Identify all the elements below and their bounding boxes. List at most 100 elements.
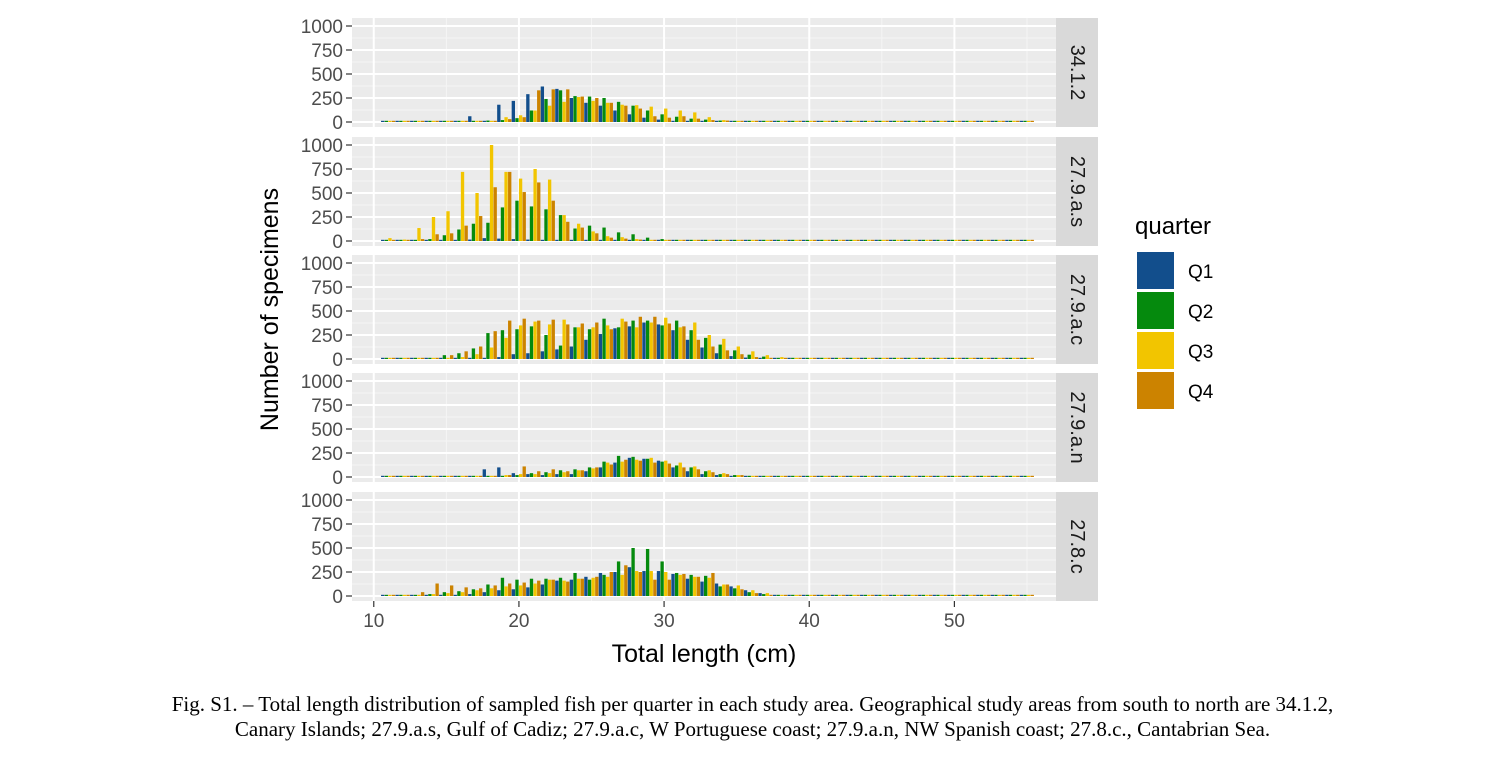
bar-q2 xyxy=(704,337,708,359)
bar-q1 xyxy=(642,239,646,241)
facet-strip xyxy=(1056,18,1098,127)
bar-q2 xyxy=(631,105,635,122)
bar-q1 xyxy=(453,357,457,359)
bar-q4 xyxy=(580,323,584,359)
bar-q3 xyxy=(838,239,842,241)
bar-q1 xyxy=(497,238,501,241)
bar-q3 xyxy=(896,594,900,596)
bar-q4 xyxy=(1016,239,1020,241)
bar-q4 xyxy=(595,233,599,241)
panel-27-9-a-s: 0 250 500 750 1000 27.9.a.s xyxy=(301,136,1098,253)
bar-q1 xyxy=(642,322,646,359)
bar-q2 xyxy=(616,455,621,477)
bar-q3 xyxy=(417,357,421,359)
bar-q2 xyxy=(704,119,708,122)
bar-q2 xyxy=(413,239,418,241)
bar-q4 xyxy=(987,120,991,122)
bar-q3 xyxy=(693,239,697,241)
legend-key-q3 xyxy=(1137,332,1174,369)
legend-label-q4: Q4 xyxy=(1188,382,1214,403)
bar-q1 xyxy=(932,594,936,596)
bar-q3 xyxy=(591,100,595,122)
bar-q3 xyxy=(925,475,929,477)
bar-q3 xyxy=(910,594,915,596)
bar-q3 xyxy=(475,120,479,122)
bar-q4 xyxy=(928,475,933,477)
bar-q2 xyxy=(994,120,998,122)
bar-q1 xyxy=(903,239,907,241)
bar-q2 xyxy=(529,110,534,122)
bar-q1 xyxy=(700,347,704,359)
bar-q2 xyxy=(674,465,679,477)
bar-q2 xyxy=(645,320,650,359)
bar-q2 xyxy=(892,120,897,122)
bar-q2 xyxy=(500,207,505,241)
bar-q2 xyxy=(936,120,940,122)
bar-q3 xyxy=(504,475,508,477)
bar-q3 xyxy=(954,357,958,359)
bar-q2 xyxy=(660,325,664,359)
bar-q2 xyxy=(442,592,447,596)
bar-q1 xyxy=(410,475,414,477)
bar-q4 xyxy=(958,475,962,477)
bar-q3 xyxy=(823,120,828,122)
bar-q2 xyxy=(616,561,621,596)
bar-q1 xyxy=(381,475,385,477)
bar-q4 xyxy=(696,239,701,241)
bar-q1 xyxy=(511,239,515,241)
bar-q4 xyxy=(493,120,497,122)
bar-q2 xyxy=(384,594,388,596)
bar-q2 xyxy=(573,572,577,596)
bar-q2 xyxy=(921,239,926,241)
bar-q4 xyxy=(653,462,657,477)
bar-q1 xyxy=(990,239,995,241)
bar-q3 xyxy=(780,594,784,596)
bar-q2 xyxy=(529,473,534,477)
bar-q3 xyxy=(722,473,726,477)
bar-q2 xyxy=(733,588,737,596)
bar-q2 xyxy=(950,357,955,359)
bar-q2 xyxy=(936,357,940,359)
bar-q1 xyxy=(613,239,617,241)
bar-q3 xyxy=(925,594,929,596)
bar-q1 xyxy=(453,120,457,122)
bar-q3 xyxy=(780,475,784,477)
bar-q4 xyxy=(798,120,802,122)
bar-q1 xyxy=(381,594,385,596)
bar-q3 xyxy=(620,318,624,359)
bar-q3 xyxy=(576,470,581,477)
bar-q1 xyxy=(671,467,675,477)
bar-q3 xyxy=(1012,594,1016,596)
bar-q4 xyxy=(551,579,555,596)
bar-q1 xyxy=(976,120,980,122)
bar-q1 xyxy=(511,354,515,359)
x-tick-label: 40 xyxy=(799,611,820,632)
bar-q1 xyxy=(801,475,806,477)
bar-q3 xyxy=(388,475,392,477)
bar-q3 xyxy=(722,338,726,359)
bar-q1 xyxy=(889,594,893,596)
bar-q3 xyxy=(809,594,813,596)
bar-q1 xyxy=(410,594,414,596)
bar-q2 xyxy=(1023,239,1027,241)
x-tick-label: 10 xyxy=(363,611,384,632)
bar-q1 xyxy=(990,475,995,477)
bar-q3 xyxy=(606,576,610,596)
bar-q4 xyxy=(1016,357,1020,359)
bar-q2 xyxy=(994,239,998,241)
bar-q3 xyxy=(939,239,944,241)
bar-q3 xyxy=(736,120,740,122)
bar-q2 xyxy=(573,469,577,477)
bar-q1 xyxy=(656,460,661,477)
bar-q2 xyxy=(1023,475,1027,477)
bar-q2 xyxy=(602,318,606,359)
bar-q3 xyxy=(417,594,421,596)
bar-q2 xyxy=(791,239,795,241)
bar-q4 xyxy=(551,200,555,241)
bar-q4 xyxy=(1030,239,1034,241)
bar-q2 xyxy=(936,239,940,241)
bar-q1 xyxy=(497,357,501,359)
bar-q2 xyxy=(413,120,418,122)
bar-q2 xyxy=(834,594,838,596)
bar-q2 xyxy=(979,239,984,241)
